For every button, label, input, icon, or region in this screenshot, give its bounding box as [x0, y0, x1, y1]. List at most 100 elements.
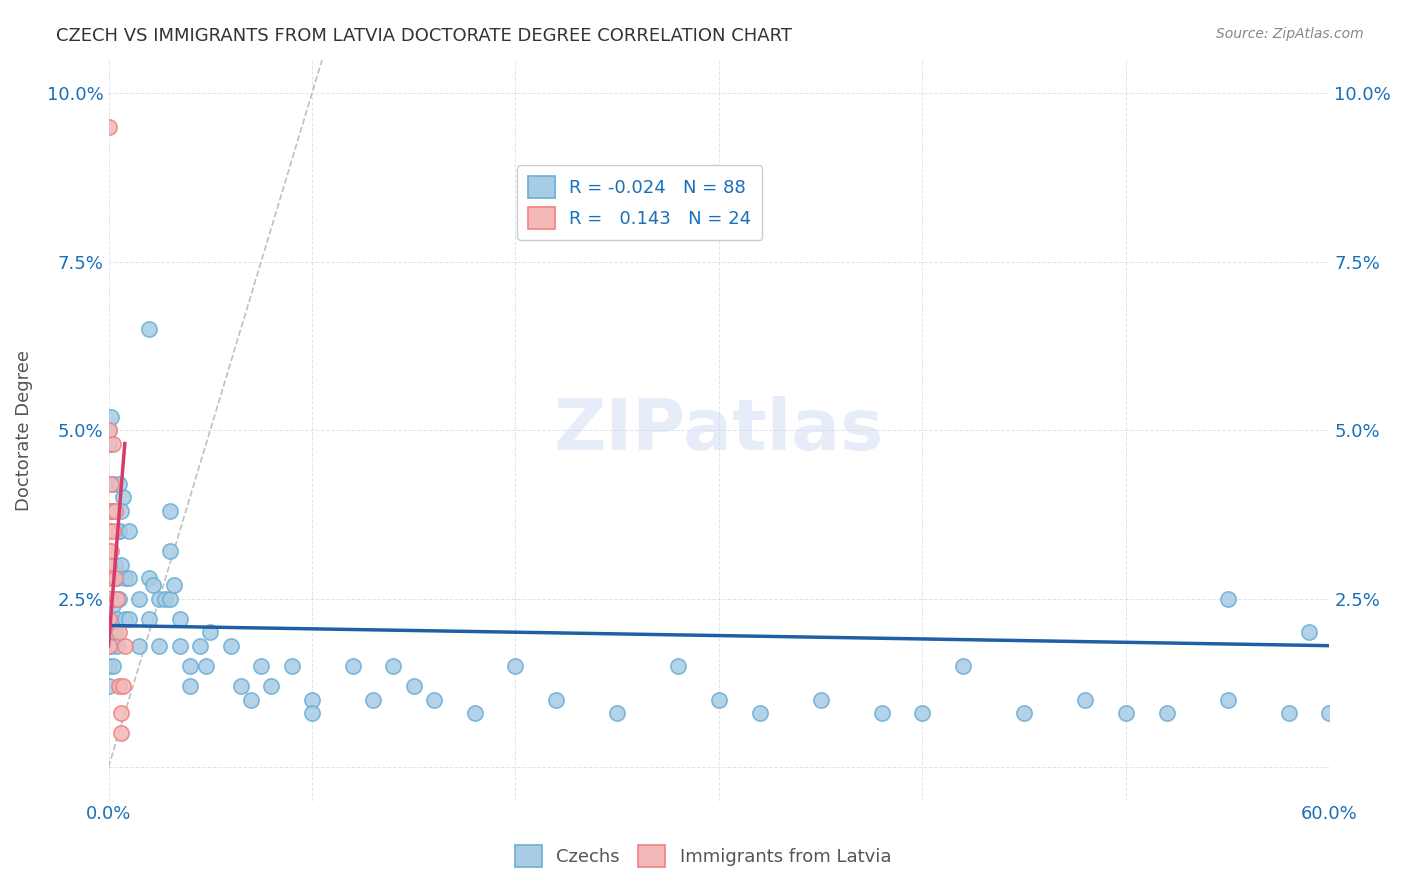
Point [100, 409, 122, 424]
Point [107, 625, 129, 640]
Point [97, 659, 120, 673]
Point [250, 659, 273, 673]
Point [870, 706, 893, 720]
Point [195, 659, 218, 673]
Point [128, 591, 150, 606]
Point [1074, 692, 1097, 706]
Point [118, 612, 141, 626]
Point [114, 612, 136, 626]
Y-axis label: Doctorate Degree: Doctorate Degree [15, 350, 32, 510]
Point [97, 591, 120, 606]
Point [100, 477, 122, 491]
Point [138, 571, 160, 585]
Point [100, 504, 122, 518]
Point [104, 591, 127, 606]
Point [169, 639, 191, 653]
Point [423, 692, 446, 706]
Point [101, 571, 124, 585]
Point [97, 639, 120, 653]
Point [301, 692, 323, 706]
Point [111, 491, 134, 505]
Text: CZECH VS IMMIGRANTS FROM LATVIA DOCTORATE DEGREE CORRELATION CHART: CZECH VS IMMIGRANTS FROM LATVIA DOCTORAT… [56, 27, 792, 45]
Point [97, 423, 120, 437]
Text: Source: ZipAtlas.com: Source: ZipAtlas.com [1216, 27, 1364, 41]
Point [748, 706, 770, 720]
Point [114, 571, 136, 585]
Point [239, 692, 262, 706]
Point [107, 679, 129, 693]
Point [179, 659, 201, 673]
Point [107, 524, 129, 538]
Point [138, 612, 160, 626]
Point [1278, 706, 1301, 720]
Point [110, 726, 132, 740]
Point [1298, 625, 1320, 640]
Legend: R = -0.024   N = 88, R =   0.143   N = 24: R = -0.024 N = 88, R = 0.143 N = 24 [517, 165, 762, 240]
Point [97, 639, 120, 653]
Point [104, 504, 127, 518]
Point [911, 706, 934, 720]
Point [301, 706, 323, 720]
Point [110, 558, 132, 572]
Point [97, 436, 120, 450]
Point [101, 599, 124, 613]
Point [118, 571, 141, 585]
Point [101, 524, 124, 538]
Point [97, 612, 120, 626]
Point [101, 504, 124, 518]
Point [179, 679, 201, 693]
Point [128, 639, 150, 653]
Point [382, 659, 405, 673]
Point [118, 524, 141, 538]
Point [105, 571, 128, 585]
Point [159, 591, 181, 606]
Point [546, 692, 568, 706]
Point [148, 591, 170, 606]
Text: ZIPatlas: ZIPatlas [554, 396, 884, 465]
Point [155, 591, 177, 606]
Point [361, 692, 384, 706]
Point [97, 524, 120, 538]
Point [138, 322, 160, 336]
Point [1216, 692, 1239, 706]
Point [1156, 706, 1178, 720]
Point [104, 558, 127, 572]
Point [707, 692, 730, 706]
Point [97, 625, 120, 640]
Point [97, 612, 120, 626]
Point [1012, 706, 1035, 720]
Point [159, 544, 181, 558]
Point [110, 706, 132, 720]
Point [107, 591, 129, 606]
Point [219, 639, 242, 653]
Point [342, 659, 364, 673]
Point [159, 504, 181, 518]
Point [97, 423, 120, 437]
Point [1216, 591, 1239, 606]
Point [104, 571, 127, 585]
Point [280, 659, 302, 673]
Point [105, 612, 128, 626]
Point [101, 625, 124, 640]
Point [100, 612, 122, 626]
Point [97, 571, 120, 585]
Point [100, 591, 122, 606]
Point [464, 706, 486, 720]
Point [162, 578, 184, 592]
Point [105, 591, 128, 606]
Point [97, 591, 120, 606]
Point [229, 679, 252, 693]
Point [100, 544, 122, 558]
Point [505, 659, 527, 673]
Point [606, 706, 628, 720]
Point [105, 639, 128, 653]
Point [148, 639, 170, 653]
Point [97, 558, 120, 572]
Legend: Czechs, Immigrants from Latvia: Czechs, Immigrants from Latvia [508, 838, 898, 874]
Point [200, 625, 222, 640]
Point [114, 639, 136, 653]
Point [101, 436, 124, 450]
Point [260, 679, 283, 693]
Point [169, 612, 191, 626]
Point [107, 524, 129, 538]
